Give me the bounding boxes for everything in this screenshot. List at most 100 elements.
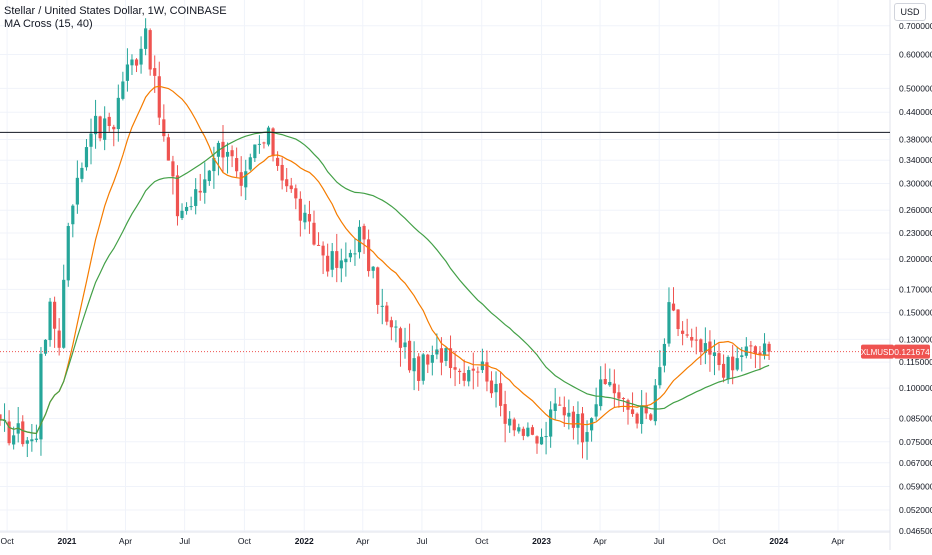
candle [148,28,152,76]
candle-body [471,368,475,371]
candle-body [498,383,503,406]
candle-body [508,418,512,426]
candle [458,368,462,385]
candle [189,196,193,211]
candle [549,401,553,448]
ma-fast-layer [0,85,770,435]
candle [116,84,120,142]
y-tick-label: 0.052000 [899,505,932,515]
candle-body [262,142,266,144]
candle-body [617,392,621,399]
y-tick-label: 0.230000 [899,228,932,238]
candle-body [544,436,548,438]
candle-body [34,438,38,440]
candle-body [316,244,321,246]
candle-body [735,358,739,370]
candle [134,58,139,73]
candle [276,151,280,171]
candle [130,54,134,75]
candle [430,345,434,376]
y-tick-label: 0.067000 [899,458,932,468]
currency-selector[interactable]: USD [894,3,926,21]
candle-body [421,354,425,381]
candle [530,424,535,436]
candle-body [307,214,312,222]
candle-body [740,355,744,357]
candle-body [71,205,75,225]
candle [599,366,603,411]
candle [89,118,93,165]
candle [553,388,557,421]
candle [485,350,489,392]
candle [184,202,189,215]
candle-body [221,141,225,158]
time-axis[interactable]: Oct 2021 Apr Jul Oct 2022 Apr Jul Oct 2023 Apr Jul O… [1,536,845,546]
candle-body [612,383,616,394]
candle-body [398,328,403,348]
candle-body [690,337,694,341]
candle [2,403,7,432]
candle-body [198,190,202,193]
candle-body [403,342,407,348]
candle-body [116,97,120,130]
candle-body [658,367,662,386]
y-tick-label: 0.046500 [899,526,932,536]
candle [376,266,380,314]
price-axis[interactable]: 0.700000 0.600000 0.500000 0.440000 0.380000… [899,21,932,536]
candle-body [139,48,143,65]
candle-body [580,413,585,443]
candle-body [312,222,316,245]
last-price-tag: XLMUSD 0.121674 [861,344,930,359]
x-tick-label: 2023 [532,536,551,546]
candle [103,106,107,151]
candle-body [621,398,626,400]
candle-body [235,158,239,172]
candle [84,139,89,171]
candle [253,144,257,163]
candle [107,112,111,132]
candle-body [189,206,193,208]
chart-title: Stellar / United States Dollar, 1W, COIN… [4,5,227,17]
y-tick-label: 0.130000 [899,334,932,344]
y-tick-label: 0.150000 [899,308,932,318]
candle-body [285,179,289,187]
candle-body [134,59,139,66]
candle [198,173,202,201]
candle [617,384,621,408]
candle-body [676,309,680,330]
candle-body [535,436,539,444]
candle [717,343,721,371]
candle-body [339,260,343,269]
y-tick-label: 0.500000 [899,83,932,93]
candle-body [171,161,175,177]
candle [171,155,175,195]
candle-body [712,352,717,357]
candle-body [462,372,466,381]
candle-body [57,330,61,348]
candle [216,140,221,176]
candle-body [494,383,498,393]
candle-body [367,239,371,272]
x-tick-label: Jul [654,536,665,546]
candle-body [93,115,98,135]
candle [335,233,339,283]
candle-body [98,116,102,139]
candle-body [649,414,653,420]
candle-body [480,361,484,371]
candle-body [25,440,29,444]
candle-body [303,212,307,223]
candle-body [444,348,448,361]
candle [371,265,375,279]
candle [262,141,266,149]
indicator-legend[interactable]: MA Cross (15, 40) [4,18,93,30]
candle-body [53,301,57,329]
candle-body [412,358,416,372]
candle [435,333,439,360]
candle [98,115,102,142]
candle-body [526,427,530,437]
candle [16,407,20,443]
candle-body [194,189,198,206]
candle [367,229,371,277]
